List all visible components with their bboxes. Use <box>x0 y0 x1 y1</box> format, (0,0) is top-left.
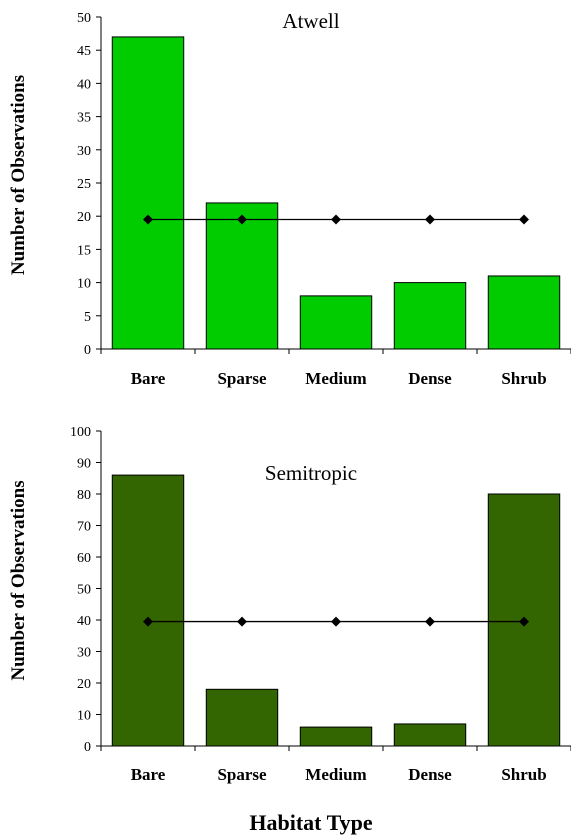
y-tick-label: 10 <box>77 277 91 292</box>
reference-marker <box>237 616 247 627</box>
y-tick-label: 20 <box>77 210 91 225</box>
y-tick-label: 0 <box>84 343 91 358</box>
y-tick-label: 40 <box>77 77 91 92</box>
chart-semitropic: 0 10 20 30 40 50 60 70 80 90 100 Bare Sparse Medium De… <box>8 425 571 835</box>
x-category-label: Sparse <box>217 369 267 388</box>
x-category-label: Bare <box>131 369 166 388</box>
y-tick-label: 0 <box>84 740 91 755</box>
y-tick-label: 20 <box>77 677 91 692</box>
y-tick-label: 50 <box>77 11 91 26</box>
x-category-label: Shrub <box>501 765 546 784</box>
reference-marker <box>143 616 153 627</box>
y-tick-label: 15 <box>77 243 91 258</box>
reference-marker <box>519 214 529 225</box>
reference-marker <box>143 214 153 225</box>
reference-marker <box>425 214 435 225</box>
y-tick-label: 30 <box>77 646 91 661</box>
y-axis-label: Number of Observations <box>8 75 29 275</box>
reference-marker <box>519 616 529 627</box>
bar-sparse <box>205 202 279 350</box>
reference-marker <box>237 214 247 225</box>
bar-sparse <box>205 688 279 747</box>
bar-medium <box>299 295 373 350</box>
x-category-label: Shrub <box>501 369 546 388</box>
bar-medium <box>299 726 373 747</box>
bar-bare <box>111 36 185 350</box>
y-tick-label: 40 <box>77 614 91 629</box>
bar-bare <box>111 474 185 747</box>
y-tick-label: 90 <box>77 457 91 472</box>
chart-title: Semitropic <box>265 461 357 485</box>
y-axis-label: Number of Observations <box>8 480 29 680</box>
y-tick-label: 50 <box>77 583 91 598</box>
y-tick-label: 80 <box>77 488 91 503</box>
reference-marker <box>331 214 341 225</box>
y-tick-label: 70 <box>77 520 91 535</box>
y-tick-label: 35 <box>77 111 91 126</box>
y-tick-label: 5 <box>84 310 91 325</box>
x-category-label: Bare <box>131 765 166 784</box>
y-tick-label: 100 <box>70 425 91 440</box>
reference-marker <box>425 616 435 627</box>
bar-dense <box>393 282 467 350</box>
chart-atwell: 0 5 10 15 20 25 30 35 40 45 50 Bare Sparse Medium Dens… <box>8 9 571 388</box>
y-tick-label: 30 <box>77 144 91 159</box>
y-tick-label: 60 <box>77 551 91 566</box>
y-tick-label: 25 <box>77 177 91 192</box>
x-category-label: Medium <box>305 369 366 388</box>
x-axis-label: Habitat Type <box>249 810 372 835</box>
x-category-label: Dense <box>408 369 452 388</box>
x-category-label: Medium <box>305 765 366 784</box>
bar-shrub <box>487 275 561 350</box>
bar-dense <box>393 723 467 747</box>
x-category-label: Dense <box>408 765 452 784</box>
y-tick-label: 10 <box>77 709 91 724</box>
chart-title: Atwell <box>282 9 339 33</box>
y-tick-label: 45 <box>77 44 91 59</box>
reference-marker <box>331 616 341 627</box>
x-category-label: Sparse <box>217 765 267 784</box>
